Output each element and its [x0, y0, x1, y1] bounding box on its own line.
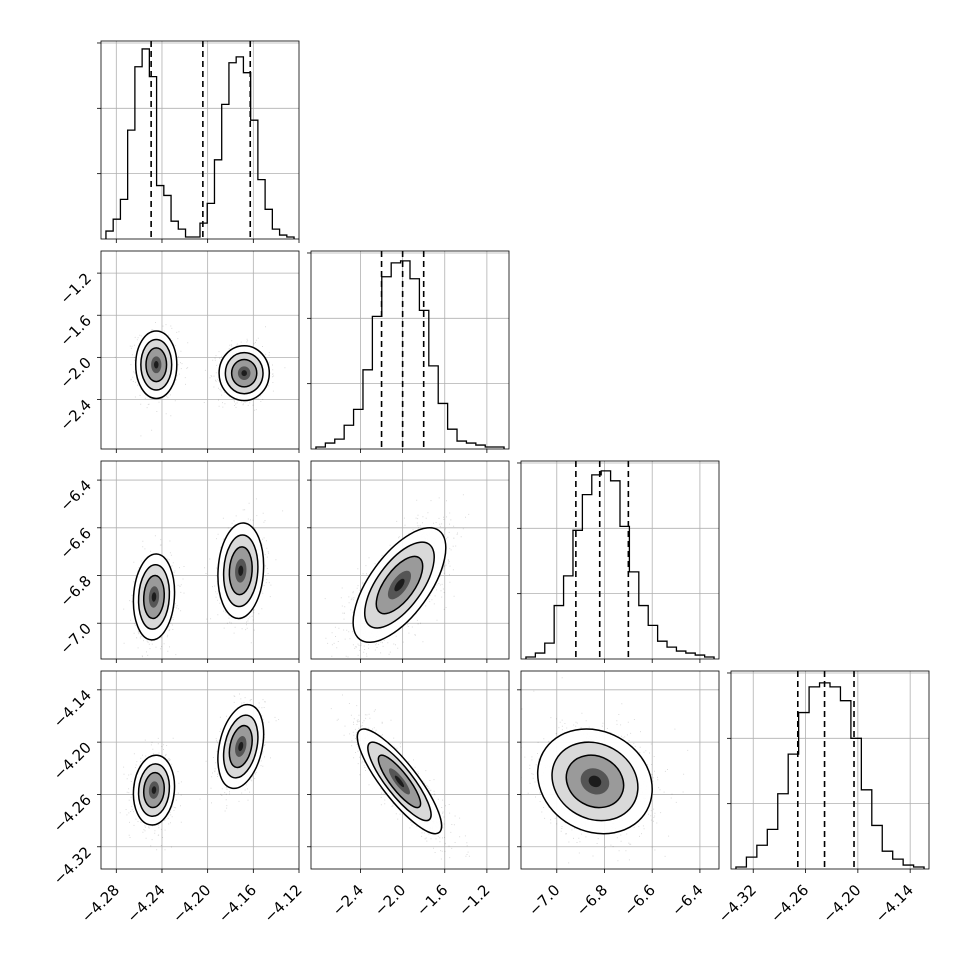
x-tick-label: −4.32	[715, 881, 760, 926]
x-tick-label: −4.28	[78, 881, 123, 926]
x-tick-label: −4.20	[169, 881, 214, 926]
y-tick-label: −6.4	[57, 476, 95, 514]
histogram-panel-1	[97, 40, 300, 243]
scatter-panel-2-4	[307, 670, 510, 873]
scatter-panel-3-4	[517, 670, 720, 873]
density-contour	[394, 775, 405, 788]
scatter-panel-1-2	[97, 250, 300, 453]
x-tick-label: −2.0	[371, 881, 409, 919]
histogram-line	[525, 470, 715, 659]
histogram-panel-4	[727, 670, 930, 873]
histogram-panel-2	[307, 250, 510, 453]
density-contour	[394, 578, 405, 592]
axes-frame	[730, 670, 930, 870]
density-contour	[588, 775, 602, 788]
y-tick-label: −6.8	[57, 572, 95, 610]
axes-frame	[310, 670, 510, 870]
scatter-panel-2-3	[307, 460, 510, 663]
scatter-panel-1-3	[97, 460, 300, 663]
density-contour	[238, 741, 244, 752]
x-tick-label: −1.6	[413, 881, 451, 919]
x-tick-label: −4.26	[767, 881, 812, 926]
x-tick-label: −4.24	[123, 881, 168, 926]
axes-frame	[310, 250, 510, 450]
x-tick-label: −2.4	[329, 881, 367, 919]
x-tick-label: −4.20	[819, 881, 864, 926]
axes-frame	[520, 460, 720, 660]
axes-frame	[100, 40, 300, 240]
x-tick-label: −4.14	[872, 881, 917, 926]
density-contour	[151, 786, 157, 794]
axes-frame	[100, 670, 300, 870]
density-contour	[241, 370, 247, 377]
y-tick-label: −4.26	[50, 791, 95, 836]
axes-frame	[520, 670, 720, 870]
axes-frame	[310, 460, 510, 660]
density-contour	[151, 592, 157, 602]
y-tick-label: −4.14	[50, 686, 95, 731]
density-contour	[238, 565, 244, 576]
y-tick-label: −6.6	[57, 524, 95, 562]
y-tick-label: −2.0	[57, 354, 95, 392]
scatter-panel-1-4	[97, 670, 300, 873]
y-tick-label: −1.6	[57, 312, 95, 350]
x-tick-label: −7.0	[525, 881, 563, 919]
axes-frame	[100, 250, 300, 450]
y-tick-label: −4.20	[50, 738, 95, 783]
histogram-line	[735, 682, 925, 869]
histogram-panel-3	[517, 460, 720, 663]
x-tick-label: −1.2	[455, 881, 493, 919]
x-tick-label: −6.6	[620, 881, 658, 919]
y-tick-label: −4.32	[50, 843, 95, 888]
x-tick-label: −6.4	[668, 881, 706, 919]
density-contour	[154, 361, 159, 369]
histogram-line	[105, 48, 295, 239]
x-tick-label: −4.16	[215, 881, 260, 926]
x-tick-label: −6.8	[573, 881, 611, 919]
y-tick-label: −1.2	[57, 269, 95, 307]
y-tick-label: −2.4	[57, 396, 95, 434]
x-tick-label: −4.12	[261, 881, 306, 926]
histogram-line	[315, 260, 505, 449]
axes-frame	[100, 460, 300, 660]
y-tick-label: −7.0	[57, 619, 95, 657]
